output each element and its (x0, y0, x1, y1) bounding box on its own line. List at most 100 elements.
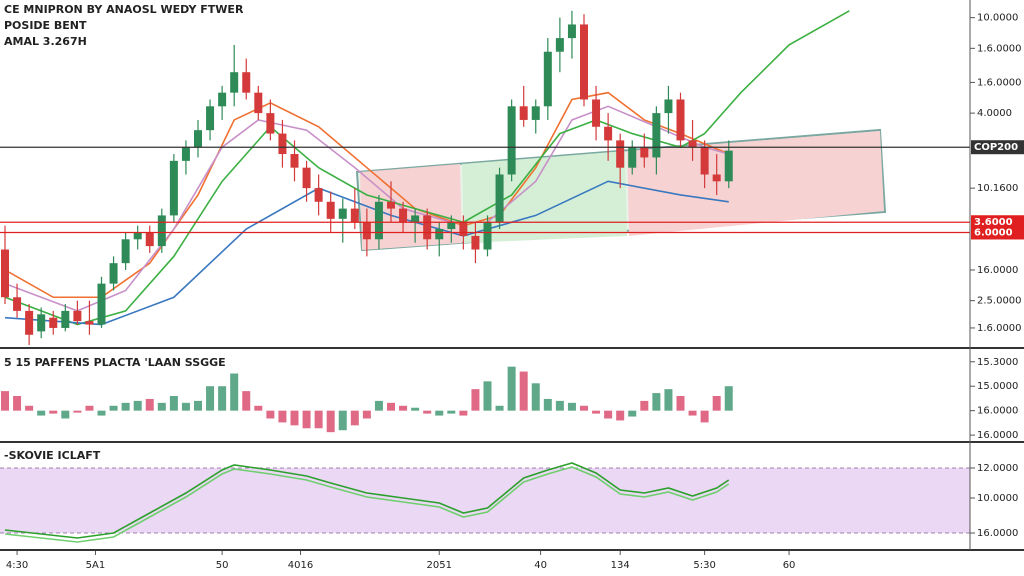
volume-bar (362, 410, 371, 419)
volume-bar (664, 389, 673, 411)
oscillator-band (0, 468, 970, 533)
indicator-line (4, 462, 730, 539)
price-tag (971, 140, 1024, 155)
y-tick-label: 16.0000 (977, 528, 1018, 539)
x-tick-label: 4:30 (6, 560, 28, 571)
x-tick-label: 5A1 (86, 560, 106, 571)
volume-bar (543, 398, 552, 411)
oscillator-title: -SKOVIE ICLAFT (4, 449, 101, 462)
volume-bar (580, 405, 588, 411)
volume-bar (387, 402, 395, 411)
candle-body (97, 283, 106, 325)
candle-body (338, 208, 347, 219)
volume-bar (555, 400, 564, 411)
volume-title: 5 15 PAFFENS PLACTA 'LAAN SSGGE (4, 356, 226, 369)
y-tick-label: 16.0000 (977, 430, 1018, 441)
y-tick-label: 16.0000 (977, 406, 1018, 417)
candle-body (61, 310, 70, 328)
candle-body (49, 317, 58, 328)
volume-bar (423, 410, 432, 414)
volume-bar (459, 410, 468, 416)
candle-body (169, 160, 178, 216)
volume-bar (507, 366, 516, 411)
volume-bar (483, 381, 492, 411)
candle-body (387, 201, 395, 209)
candle-body (314, 188, 323, 202)
volume-bar (326, 410, 335, 433)
candle-body (109, 263, 118, 284)
candle-body (700, 147, 709, 175)
candle-body (592, 99, 601, 127)
volume-bar (447, 410, 456, 414)
volume-bar (73, 410, 82, 413)
volume-bar (181, 402, 190, 411)
candle-body (290, 154, 299, 168)
candle-body (302, 167, 311, 189)
volume-bar (194, 400, 202, 411)
y-tick-label: 10.0000 (977, 493, 1018, 504)
candle-body (495, 174, 504, 223)
candle-body (531, 106, 540, 120)
volume-bar (302, 410, 311, 429)
volume-bar (712, 396, 721, 411)
candle-body (1, 249, 9, 298)
volume-bar (254, 405, 263, 411)
candle-body (567, 24, 576, 39)
volume-bar (688, 410, 697, 416)
candle-body (326, 201, 335, 219)
volume-bar (109, 405, 118, 411)
x-tick-label: 40 (534, 560, 547, 571)
y-tick-label: 15.0000 (977, 381, 1018, 392)
x-tick-label: 4016 (288, 560, 313, 571)
volume-bar (374, 400, 383, 411)
volume-bar (411, 407, 420, 411)
candle-body (580, 24, 588, 100)
volume-bar (676, 396, 685, 411)
candle-body (85, 321, 94, 325)
volume-bar (169, 396, 178, 411)
y-tick-label: 4.0000 (977, 108, 1012, 119)
candle-body (435, 229, 444, 240)
candle-body (507, 106, 516, 175)
candle-body (628, 147, 637, 168)
candle-body (181, 147, 190, 161)
zone-red (627, 131, 884, 236)
x-tick-label: 2051 (427, 560, 452, 571)
volume-bar (61, 410, 70, 419)
candle-body (37, 314, 46, 332)
volume-bar (242, 391, 251, 411)
volume-bar (399, 405, 408, 411)
candle-body (218, 92, 227, 107)
chart-annotation: AMAL 3.267H (4, 35, 87, 48)
candle-body (688, 140, 697, 148)
y-tick-label: 1.6.0000 (977, 43, 1022, 54)
price-tag-label: COP200 (974, 142, 1018, 153)
volume-bar (700, 410, 709, 423)
candle-body (483, 222, 492, 250)
volume-bar (37, 410, 46, 416)
volume-bar (230, 373, 239, 411)
candle-body (471, 235, 480, 250)
volume-bar (652, 393, 661, 411)
volume-bar (592, 410, 601, 414)
candle-body (133, 232, 142, 240)
volume-bar (266, 410, 275, 419)
candle-body (266, 113, 275, 134)
candle-body (604, 126, 613, 141)
candle-body (25, 310, 34, 335)
volume-bar (435, 410, 444, 416)
candle-body (640, 147, 649, 158)
candle-body (459, 222, 468, 236)
volume-bar (85, 405, 94, 411)
volume-bar (604, 410, 613, 419)
y-tick-label: 10.1600 (977, 183, 1018, 194)
volume-bar (1, 391, 9, 411)
candle-body (350, 208, 359, 223)
y-tick-label: 1.6.0000 (977, 77, 1022, 88)
volume-bar (350, 410, 359, 426)
candle-body (652, 113, 661, 158)
candle-body (447, 222, 456, 230)
candle-body (362, 222, 371, 240)
volume-bar (157, 402, 166, 411)
